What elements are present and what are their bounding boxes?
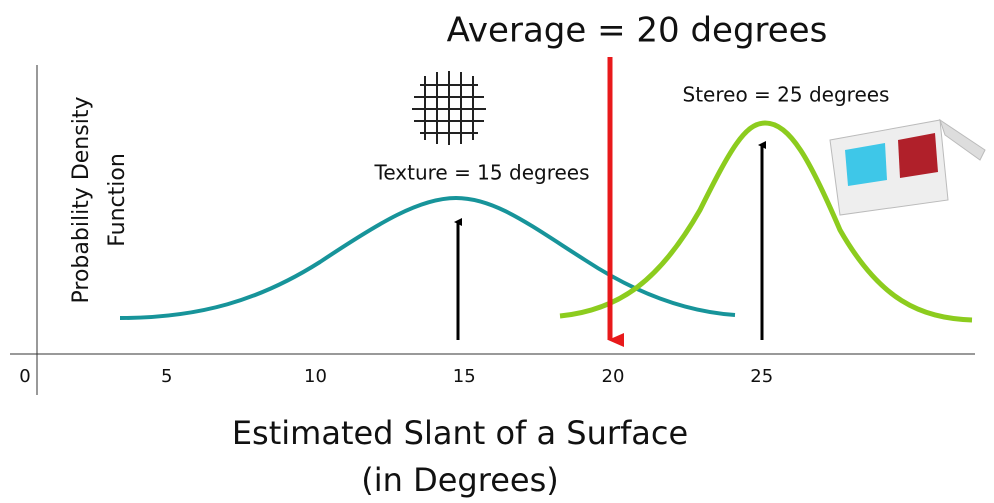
x-tick-label: 15 [453,366,476,387]
x-tick-label: 20 [602,366,625,387]
chart-title: Average = 20 degrees [447,11,828,51]
chart: Average = 20 degrees Probability Density… [0,0,994,503]
x-tick-label: 0 [19,366,30,387]
x-label-line: Estimated Slant of a Surface [232,414,688,452]
texture-curve [120,198,735,318]
texture-icon [412,71,486,145]
x-tick-label: 5 [161,366,172,387]
y-label-line: Function [105,153,130,247]
page: Average = 20 degrees Probability Density… [0,0,994,503]
x-tick-label: 25 [750,366,773,387]
annotation: Stereo = 25 degrees [683,83,890,107]
x-tick-label: 10 [304,366,327,387]
y-label-line: Probability Density [69,97,94,304]
annotation: Texture = 15 degrees [374,161,590,185]
y-label: Probability Density Function [69,97,130,304]
glasses-icon [830,120,985,215]
x-label-line: (in Degrees) [361,461,558,499]
